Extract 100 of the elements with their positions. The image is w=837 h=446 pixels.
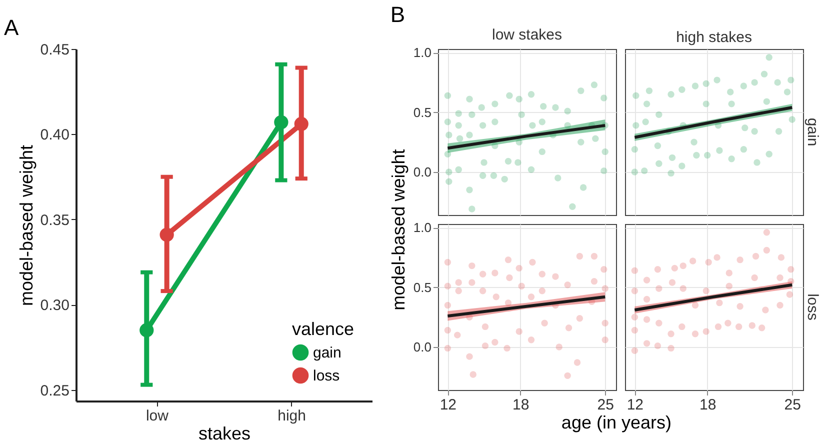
point — [446, 178, 452, 185]
point — [480, 159, 488, 166]
chart-title: A — [4, 15, 19, 40]
point — [528, 336, 535, 344]
point — [752, 252, 760, 260]
point — [444, 258, 452, 266]
point — [538, 288, 546, 294]
point — [774, 79, 781, 86]
y-tick-label: 0.5 — [413, 280, 432, 295]
point — [552, 273, 559, 280]
legend-label: gain — [313, 344, 342, 362]
point — [784, 88, 791, 96]
point — [518, 111, 525, 118]
y-tick-label: 0.40 — [40, 126, 70, 144]
point — [643, 340, 650, 347]
point — [642, 118, 649, 126]
point — [678, 86, 686, 93]
point — [479, 288, 486, 294]
point — [602, 285, 608, 292]
point — [643, 100, 650, 108]
point — [689, 258, 696, 264]
point — [574, 359, 581, 366]
point — [736, 256, 744, 264]
point — [631, 168, 638, 176]
y-tick-label: 0.45 — [40, 42, 70, 58]
x-tick-label: 25 — [784, 396, 801, 414]
chart-title: high stakes — [676, 29, 752, 46]
point — [680, 262, 686, 270]
point — [693, 152, 700, 159]
y2-axis-title: loss — [804, 294, 821, 320]
point — [455, 110, 462, 117]
point — [668, 91, 674, 98]
point — [466, 132, 473, 138]
point — [529, 258, 536, 266]
point — [602, 148, 608, 156]
point — [788, 76, 794, 84]
point — [444, 302, 452, 309]
point — [736, 303, 744, 310]
point — [492, 338, 498, 346]
point — [760, 70, 768, 78]
point — [468, 206, 476, 212]
point — [478, 104, 485, 111]
point — [528, 91, 535, 98]
point — [490, 172, 498, 179]
y2-axis-title: gain — [804, 118, 821, 146]
point — [446, 168, 452, 176]
point — [504, 344, 510, 352]
point — [690, 138, 698, 146]
point — [468, 279, 476, 286]
point — [654, 142, 662, 150]
point — [776, 274, 784, 282]
point — [564, 282, 571, 288]
x-axis-title: age (in years) — [561, 412, 672, 432]
point — [504, 256, 512, 264]
point — [516, 328, 522, 335]
point — [541, 320, 548, 326]
point — [492, 270, 498, 276]
point — [678, 162, 686, 170]
point — [643, 276, 650, 284]
point — [538, 270, 546, 278]
point — [482, 323, 489, 330]
point — [758, 324, 766, 332]
y-axis-title: model-based weight — [388, 149, 408, 310]
x-tick-label: 25 — [597, 396, 614, 414]
point — [654, 342, 662, 350]
point — [656, 160, 662, 167]
point — [492, 118, 498, 126]
point — [751, 274, 758, 282]
point — [762, 306, 769, 314]
point — [680, 285, 686, 292]
point — [580, 184, 587, 191]
point — [569, 203, 576, 210]
point — [778, 254, 785, 261]
point — [668, 154, 676, 162]
point — [668, 344, 674, 352]
point — [446, 132, 452, 138]
point — [554, 174, 562, 182]
point — [578, 138, 584, 146]
x-tick-label: 12 — [626, 396, 644, 414]
point — [576, 252, 584, 260]
point — [735, 323, 742, 330]
point — [444, 282, 452, 290]
x-tick-label: 18 — [699, 396, 716, 414]
point — [692, 330, 699, 338]
point — [466, 186, 473, 194]
point — [632, 92, 640, 99]
point — [504, 158, 512, 165]
y-tick-label: 0.35 — [40, 212, 70, 229]
point — [470, 371, 476, 378]
point — [600, 266, 608, 273]
point — [479, 172, 486, 179]
point — [514, 159, 522, 166]
point — [528, 294, 535, 300]
point — [506, 92, 513, 99]
point — [641, 167, 648, 174]
y-tick-label: 1.0 — [413, 45, 432, 60]
point — [492, 100, 498, 108]
point — [556, 344, 562, 350]
point — [540, 102, 547, 110]
point — [668, 170, 674, 177]
